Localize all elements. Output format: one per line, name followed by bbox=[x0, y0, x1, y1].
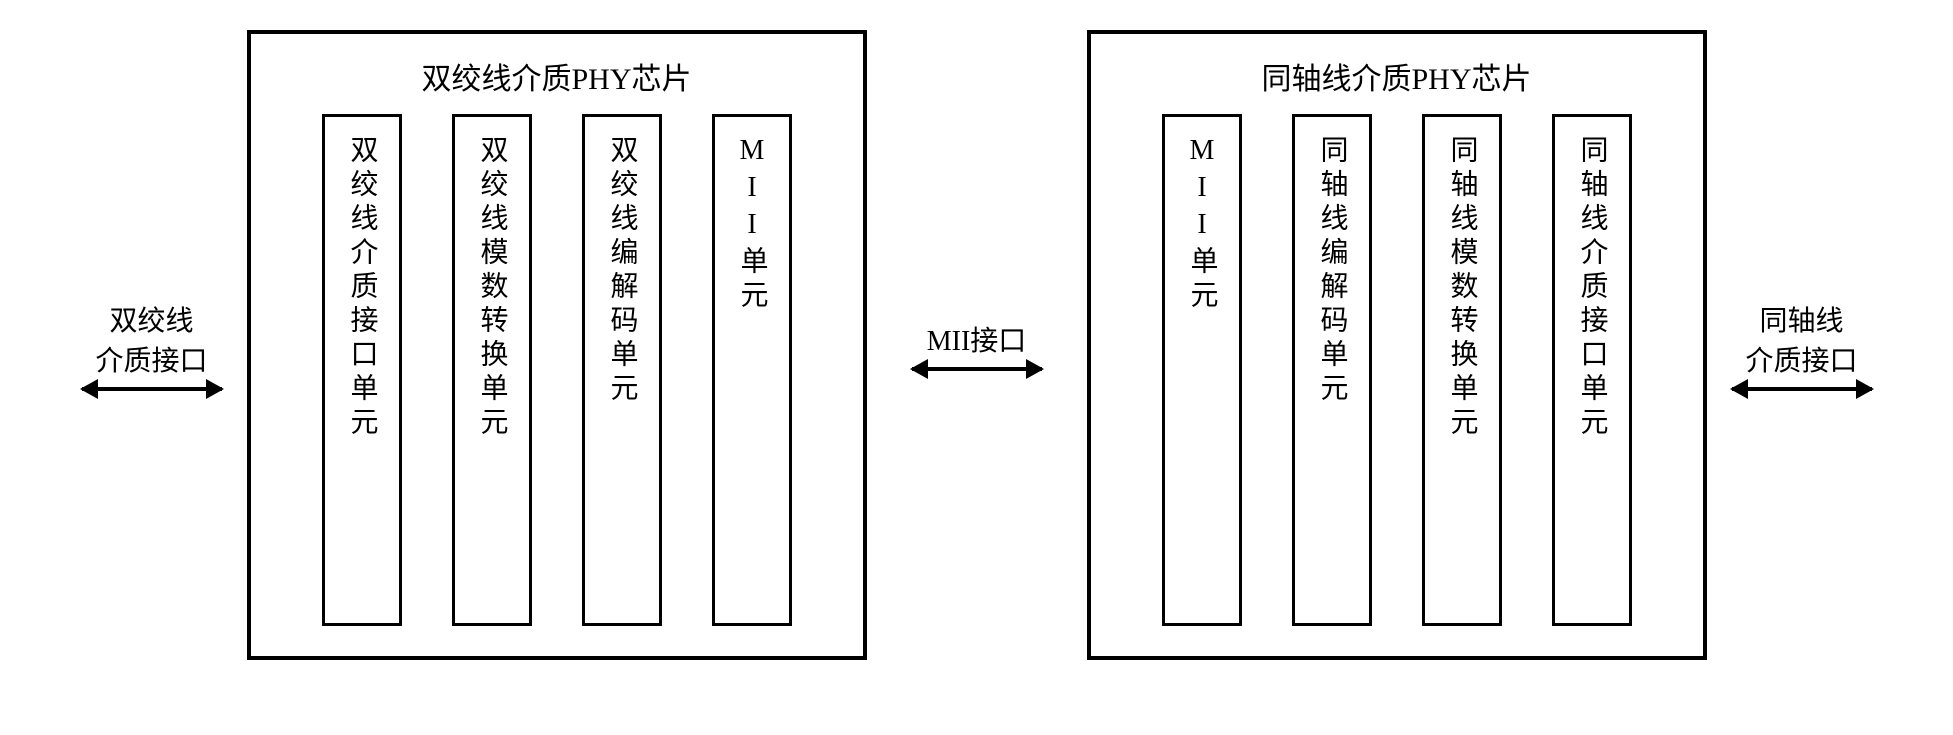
left-chip-title: 双绞线介质PHY芯片 bbox=[421, 54, 691, 114]
mid-interface-label: MII接口 bbox=[927, 319, 1027, 359]
unit-box: MII单元 bbox=[1162, 114, 1242, 626]
unit-box: 同轴线介质接口单元 bbox=[1552, 114, 1632, 626]
unit-box: 双绞线模数转换单元 bbox=[452, 114, 532, 626]
unit-label: 双绞线编解码单元 bbox=[608, 135, 636, 407]
unit-box: 同轴线模数转换单元 bbox=[1422, 114, 1502, 626]
left-chip: 双绞线介质PHY芯片 双绞线介质接口单元 双绞线模数转换单元 双绞线编解码单元 … bbox=[247, 30, 867, 660]
right-interface: 同轴线 介质接口 bbox=[1707, 299, 1897, 391]
unit-label: 双绞线模数转换单元 bbox=[478, 135, 506, 441]
unit-label: 同轴线模数转换单元 bbox=[1448, 135, 1476, 441]
phy-diagram: 双绞线 介质接口 双绞线介质PHY芯片 双绞线介质接口单元 双绞线模数转换单元 … bbox=[30, 30, 1923, 660]
bidir-arrow-icon bbox=[1732, 387, 1872, 391]
bidir-arrow-icon bbox=[82, 387, 222, 391]
unit-box: 双绞线编解码单元 bbox=[582, 114, 662, 626]
unit-label: 同轴线介质接口单元 bbox=[1578, 135, 1606, 441]
unit-label: 同轴线编解码单元 bbox=[1318, 135, 1346, 407]
left-chip-body: 双绞线介质接口单元 双绞线模数转换单元 双绞线编解码单元 MII单元 bbox=[281, 114, 833, 626]
mid-interface: MII接口 bbox=[867, 319, 1087, 371]
unit-label: 双绞线介质接口单元 bbox=[348, 135, 376, 441]
left-interface-label: 双绞线 介质接口 bbox=[95, 299, 207, 379]
bidir-arrow-icon bbox=[912, 367, 1042, 371]
unit-box: 同轴线编解码单元 bbox=[1292, 114, 1372, 626]
unit-label: MII单元 bbox=[738, 135, 766, 314]
right-chip: 同轴线介质PHY芯片 MII单元 同轴线编解码单元 同轴线模数转换单元 同轴线介… bbox=[1087, 30, 1707, 660]
unit-box: MII单元 bbox=[712, 114, 792, 626]
unit-label: MII单元 bbox=[1188, 135, 1216, 314]
right-interface-label: 同轴线 介质接口 bbox=[1745, 299, 1857, 379]
unit-box: 双绞线介质接口单元 bbox=[322, 114, 402, 626]
left-interface: 双绞线 介质接口 bbox=[57, 299, 247, 391]
right-chip-title: 同轴线介质PHY芯片 bbox=[1261, 54, 1531, 114]
right-chip-body: MII单元 同轴线编解码单元 同轴线模数转换单元 同轴线介质接口单元 bbox=[1121, 114, 1673, 626]
